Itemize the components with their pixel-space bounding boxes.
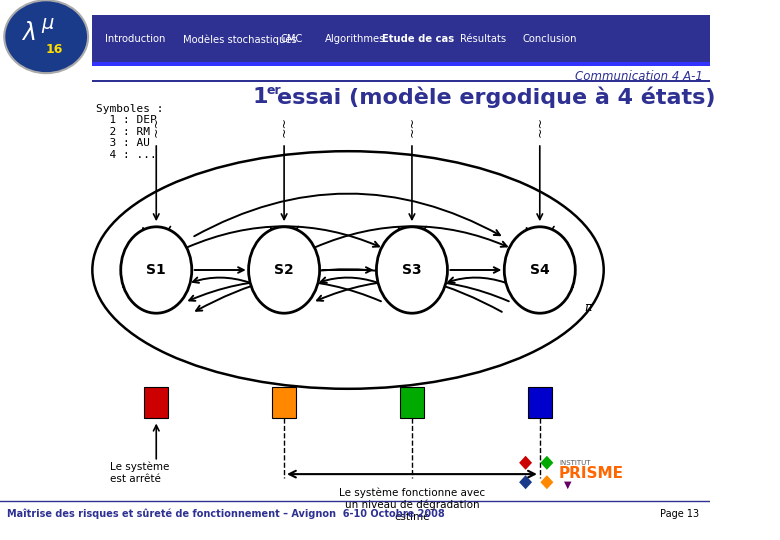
- Text: 1: 1: [252, 87, 268, 107]
- Ellipse shape: [377, 227, 448, 313]
- Text: CMC: CMC: [281, 35, 303, 44]
- Text: S2: S2: [275, 263, 294, 277]
- Text: $\mu$: $\mu$: [41, 16, 55, 36]
- FancyBboxPatch shape: [400, 387, 424, 418]
- FancyBboxPatch shape: [272, 387, 296, 418]
- Polygon shape: [541, 456, 553, 470]
- FancyBboxPatch shape: [92, 62, 711, 66]
- Polygon shape: [519, 475, 532, 489]
- Text: S3: S3: [402, 263, 422, 277]
- Polygon shape: [541, 475, 553, 489]
- Text: Maîtrise des risques et sûreté de fonctionnement – Avignon  6-10 Octobre 2008: Maîtrise des risques et sûreté de foncti…: [7, 509, 445, 519]
- Text: Modèles stochastiques: Modèles stochastiques: [183, 34, 297, 45]
- FancyBboxPatch shape: [144, 387, 168, 418]
- Text: ~~: ~~: [534, 117, 546, 137]
- Text: essai (modèle ergodique à 4 états): essai (modèle ergodique à 4 états): [277, 86, 715, 108]
- Text: Conclusion: Conclusion: [522, 35, 576, 44]
- Text: ▼: ▼: [565, 480, 572, 489]
- Ellipse shape: [505, 227, 576, 313]
- Text: ~~: ~~: [406, 117, 418, 137]
- Text: $\pi$: $\pi$: [583, 301, 594, 314]
- FancyBboxPatch shape: [92, 80, 711, 82]
- Ellipse shape: [249, 227, 320, 313]
- Ellipse shape: [121, 227, 192, 313]
- Text: S4: S4: [530, 263, 550, 277]
- Text: $\lambda$: $\lambda$: [21, 22, 36, 45]
- Text: Algorithmes: Algorithmes: [325, 35, 385, 44]
- Text: INSTITUT: INSTITUT: [559, 460, 590, 466]
- Text: Communication 4 A-1: Communication 4 A-1: [576, 70, 703, 83]
- Text: Résultats: Résultats: [460, 35, 506, 44]
- Text: Page 13: Page 13: [661, 509, 700, 519]
- Text: Symboles :
  1 : DEP
  2 : RM
  3 : AU
  4 : ...: Symboles : 1 : DEP 2 : RM 3 : AU 4 : ...: [96, 104, 163, 160]
- Text: Introduction: Introduction: [105, 35, 165, 44]
- FancyBboxPatch shape: [528, 387, 552, 418]
- Text: ~~: ~~: [278, 117, 291, 137]
- Text: ~~: ~~: [150, 117, 163, 137]
- Polygon shape: [519, 456, 532, 470]
- FancyBboxPatch shape: [92, 15, 711, 64]
- Text: PRISME: PRISME: [559, 466, 624, 481]
- Text: Le système fonctionne avec
un niveau de dégradation
estimé: Le système fonctionne avec un niveau de …: [339, 488, 485, 522]
- Text: Le système
est arrêté: Le système est arrêté: [110, 462, 169, 484]
- Text: 16: 16: [45, 43, 62, 56]
- Text: S1: S1: [147, 263, 166, 277]
- Text: Etude de cas: Etude de cas: [382, 35, 454, 44]
- Ellipse shape: [4, 0, 88, 73]
- Text: er: er: [266, 84, 281, 97]
